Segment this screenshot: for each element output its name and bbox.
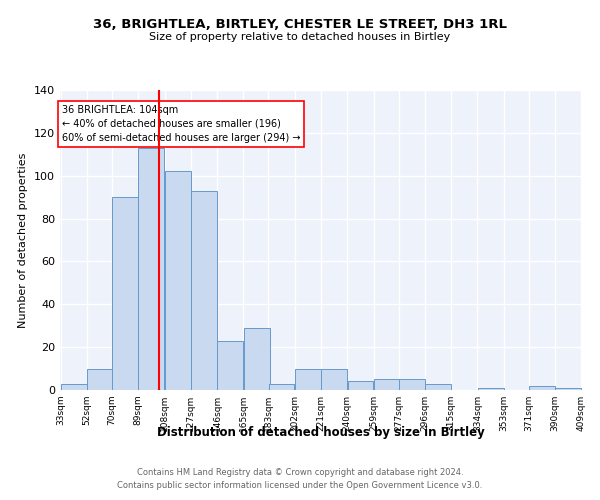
Y-axis label: Number of detached properties: Number of detached properties	[19, 152, 28, 328]
Bar	[269, 384, 295, 390]
Bar	[87, 368, 113, 390]
Bar	[217, 340, 243, 390]
Text: Contains HM Land Registry data © Crown copyright and database right 2024.: Contains HM Land Registry data © Crown c…	[137, 468, 463, 477]
Bar	[374, 380, 400, 390]
Bar	[112, 197, 138, 390]
Bar	[425, 384, 451, 390]
Bar	[478, 388, 503, 390]
Text: 36, BRIGHTLEA, BIRTLEY, CHESTER LE STREET, DH3 1RL: 36, BRIGHTLEA, BIRTLEY, CHESTER LE STREE…	[93, 18, 507, 30]
Bar	[347, 382, 373, 390]
Text: 36 BRIGHTLEA: 104sqm
← 40% of detached houses are smaller (196)
60% of semi-deta: 36 BRIGHTLEA: 104sqm ← 40% of detached h…	[62, 105, 301, 143]
Text: Size of property relative to detached houses in Birtley: Size of property relative to detached ho…	[149, 32, 451, 42]
Bar	[555, 388, 581, 390]
Bar	[321, 368, 347, 390]
Bar	[399, 380, 425, 390]
Bar	[165, 172, 191, 390]
Text: Contains public sector information licensed under the Open Government Licence v3: Contains public sector information licen…	[118, 480, 482, 490]
Bar	[295, 368, 321, 390]
Bar	[529, 386, 555, 390]
Text: Distribution of detached houses by size in Birtley: Distribution of detached houses by size …	[157, 426, 485, 439]
Bar	[139, 148, 164, 390]
Bar	[191, 190, 217, 390]
Bar	[244, 328, 269, 390]
Bar	[61, 384, 87, 390]
